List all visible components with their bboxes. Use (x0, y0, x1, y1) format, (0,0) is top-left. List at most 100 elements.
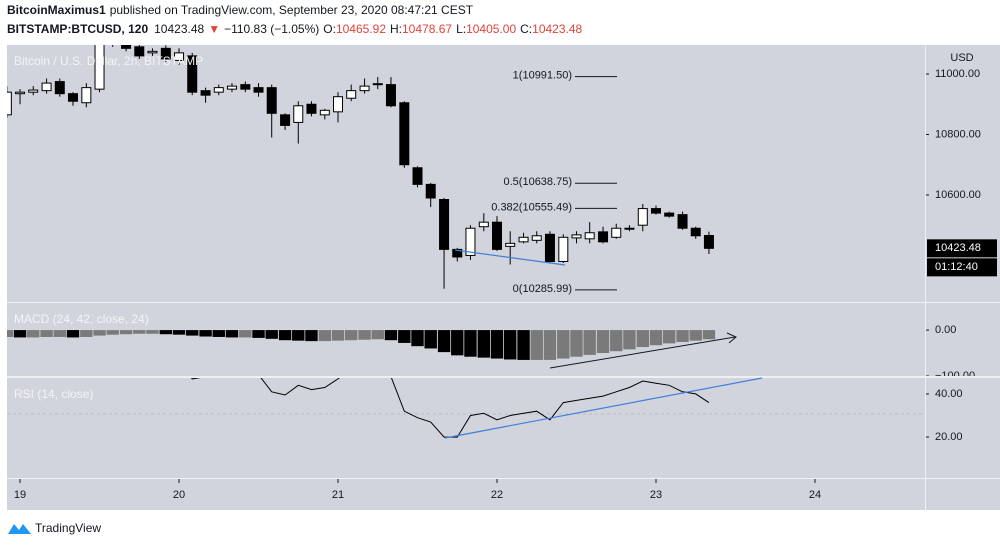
x-tick-label: 20 (173, 489, 185, 501)
candle-body (174, 52, 185, 61)
macd-bar (172, 330, 186, 335)
candle-body (558, 236, 569, 262)
price-panel: 1(10991.50) 0.5(10638.75) 0.382(10555.49) 0… (7, 45, 997, 295)
panel-legend: RSI (14, close) (14, 387, 93, 401)
macd-bar (702, 330, 716, 340)
macd-bar (411, 330, 424, 347)
candle-body (81, 87, 92, 104)
macd-bar (477, 330, 491, 358)
macd-bar (530, 330, 543, 360)
macd-bar (13, 330, 27, 338)
macd-bar (557, 330, 570, 359)
brand: TradingView (35, 521, 101, 535)
candle-body (319, 109, 330, 116)
candle-body (28, 89, 39, 93)
macd-bar (543, 330, 557, 360)
macd-bar (318, 330, 332, 342)
y-tick-label: 11000.00 (935, 68, 980, 80)
candle-body (677, 214, 688, 229)
macd-bar (464, 330, 477, 357)
macd-bar (451, 330, 464, 356)
candle-body (15, 91, 26, 95)
axis-unit: USD (950, 52, 973, 64)
macd-bar (66, 330, 80, 338)
candle-body (637, 208, 648, 226)
macd-bar (40, 330, 53, 337)
c-label: C: (520, 22, 532, 36)
candle-body (121, 45, 132, 49)
plot-area: 1(10991.50) 0.5(10638.75) 0.382(10555.49) 0… (7, 45, 714, 295)
c: 10423.48 (532, 22, 582, 36)
trend-line (444, 377, 763, 439)
macd-bar (384, 330, 398, 341)
candle-body (425, 183, 436, 199)
arrow-head (726, 332, 737, 344)
candle-body (412, 167, 423, 185)
y-tick-label: 0.00 (935, 324, 956, 336)
rsi-background (7, 378, 1000, 478)
candle-body (7, 91, 12, 116)
l-label: L: (456, 22, 466, 36)
candle-body (240, 84, 251, 90)
candle-body (439, 199, 450, 250)
macd-bar (239, 330, 252, 338)
macd-bar (305, 330, 318, 342)
candle-body (505, 242, 516, 247)
last-price-tag (927, 239, 997, 258)
macd-bar (278, 330, 292, 341)
change: −110.83 (−1.05%) (224, 22, 319, 36)
macd-bar (53, 330, 66, 337)
candle-body (664, 212, 675, 217)
candle-body (226, 85, 237, 90)
candle-body (492, 221, 503, 250)
macd-bar (133, 330, 146, 334)
macd-bar (292, 330, 305, 341)
logo-icon (8, 524, 31, 534)
macd-bar (398, 330, 411, 343)
h: 10478.67 (402, 22, 452, 36)
header-line-1: BitcoinMaximus1 published on TradingView.… (7, 3, 474, 17)
symbol: BITSTAMP:BTCUSD, 120 (7, 22, 148, 36)
candle-body (690, 227, 701, 237)
macd-bar (186, 330, 199, 336)
macd-bar (345, 330, 358, 341)
x-tick-label: 23 (650, 489, 662, 501)
x-tick-label: 22 (491, 489, 503, 501)
candle-body (147, 50, 158, 54)
h-label: H: (390, 22, 402, 36)
macd-bar (689, 330, 702, 341)
candle-body (385, 84, 396, 107)
macd-bar (119, 330, 133, 335)
candle-body (94, 45, 105, 90)
candle-body (703, 235, 714, 249)
macd-bar (212, 330, 225, 337)
candle-body (452, 248, 463, 258)
macd-bar (437, 330, 451, 353)
macd-bar (159, 330, 173, 335)
rsi-panel: 40.00 20.00 RSI (14, close) (7, 378, 1000, 478)
candle-body (67, 93, 78, 102)
plot-area (191, 378, 710, 438)
macd-bar (424, 330, 437, 349)
macd-bar (331, 330, 345, 341)
y-tick-label: 40.00 (935, 388, 963, 400)
last-price-label: 10423.48 (935, 242, 981, 254)
macd-bar (623, 330, 636, 350)
author: BitcoinMaximus1 (7, 3, 106, 17)
candle-body (346, 90, 357, 99)
x-tick-label: 24 (809, 489, 821, 501)
candle-body (584, 232, 595, 240)
candle-body (359, 85, 370, 92)
candle-body (306, 103, 317, 114)
candle-body (518, 236, 529, 243)
macd-bar (649, 330, 663, 346)
candle-body (544, 233, 555, 262)
macd-bar (583, 330, 596, 355)
y-tick-label: 10600.00 (935, 189, 981, 201)
x-tick-label: 21 (332, 489, 344, 501)
macd-bar (610, 330, 623, 352)
macd-bar (503, 330, 517, 360)
macd-bar (106, 330, 119, 335)
macd-bar (570, 330, 583, 357)
